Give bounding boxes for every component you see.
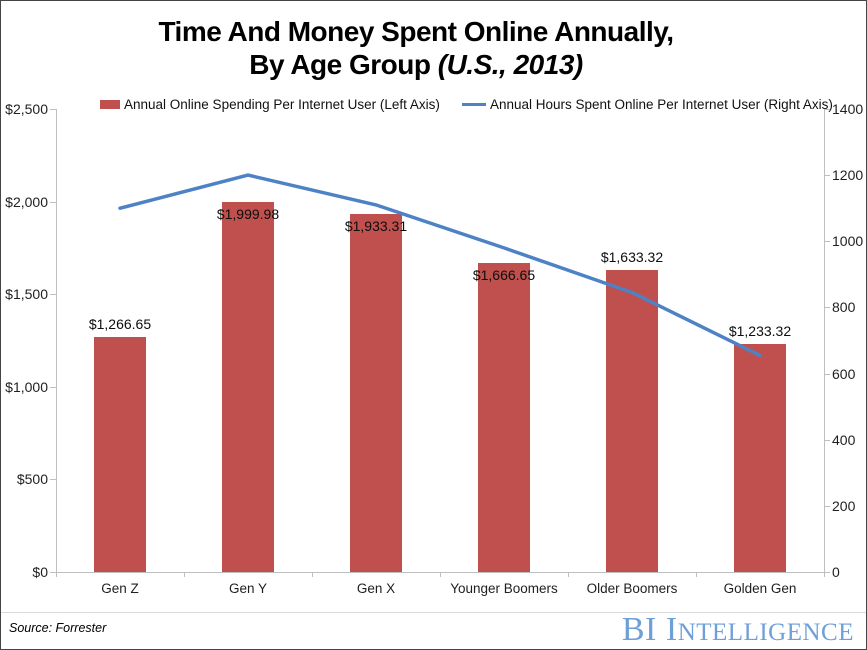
y-axis-right-tick xyxy=(824,373,830,375)
y-axis-right-tick xyxy=(824,505,830,507)
bar-value-label: $1,266.65 xyxy=(88,316,152,333)
y-axis-right-tick xyxy=(824,572,830,573)
bar-younger-boomers xyxy=(478,263,530,572)
x-axis-boundary-tick xyxy=(440,572,441,577)
x-axis-category-label: Gen Y xyxy=(228,581,268,596)
y-axis-right-tick xyxy=(824,175,830,177)
x-axis-boundary-tick xyxy=(56,572,57,577)
x-axis-boundary-tick xyxy=(312,572,313,577)
y-axis-right-tick-label: 200 xyxy=(832,497,856,514)
line-series-swatch-icon xyxy=(461,102,486,106)
y-axis-left-tick-label: $0 xyxy=(32,564,48,580)
legend-item-hours: Annual Hours Spent Online Per Internet U… xyxy=(461,96,833,112)
y-axis-right-tick xyxy=(824,109,830,110)
y-axis-right-tick-label: 0 xyxy=(832,564,840,580)
x-axis-boundary-tick xyxy=(824,572,825,577)
bar-value-label: $1,999.98 xyxy=(216,205,280,222)
y-axis-left-tick-label: $1,000 xyxy=(5,378,48,395)
x-axis-category-label: Golden Gen xyxy=(723,581,797,596)
chart-title-subtitle: (U.S., 2013) xyxy=(437,49,583,80)
y-axis-left-tick xyxy=(50,386,56,388)
y-axis-right-tick xyxy=(824,307,830,309)
x-axis-category-label: Gen Z xyxy=(101,581,139,596)
legend-item-spending: Annual Online Spending Per Internet User… xyxy=(100,97,440,112)
hours-line-path xyxy=(118,173,762,358)
bar-value-label: $1,233.32 xyxy=(728,322,792,339)
bar-value-label: $1,933.31 xyxy=(344,217,408,234)
y-axis-right-tick-label: 800 xyxy=(832,299,856,316)
y-axis-left-tick xyxy=(50,294,56,296)
legend: Annual Online Spending Per Internet User… xyxy=(100,95,833,113)
bar-value-label: $1,633.32 xyxy=(600,248,664,265)
bar-gen-z xyxy=(94,337,146,572)
bi-intelligence-logo: BI INTELLIGENCE xyxy=(621,611,854,648)
x-axis-boundary-tick xyxy=(184,572,185,577)
x-axis-category-label: Gen X xyxy=(356,581,396,596)
bar-series-swatch-icon xyxy=(100,99,120,109)
chart-title-line1: Time And Money Spent Online Annually, xyxy=(158,16,674,47)
chart-title-line2: By Age Group (U.S., 2013) xyxy=(249,49,583,80)
y-axis-right-tick-label: 1000 xyxy=(832,233,864,250)
x-axis-category-label: Younger Boomers xyxy=(450,581,558,596)
y-axis-left-tick xyxy=(50,201,56,203)
x-axis-category-label: Older Boomers xyxy=(586,581,678,596)
y-axis-left-tick xyxy=(50,572,56,573)
y-axis-left-tick xyxy=(50,479,56,481)
y-axis-left-tick-label: $2,500 xyxy=(5,101,48,117)
legend-label-hours: Annual Hours Spent Online Per Internet U… xyxy=(489,96,833,112)
footer-divider xyxy=(1,612,866,613)
y-axis-left-tick-label: $1,500 xyxy=(5,286,48,303)
bar-older-boomers xyxy=(606,269,658,572)
x-axis-boundary-tick xyxy=(568,572,569,577)
y-axis-right-spine xyxy=(824,109,825,572)
y-axis-left-tick xyxy=(50,109,56,110)
y-axis-right-tick xyxy=(824,439,830,441)
y-axis-right-tick-label: 1200 xyxy=(832,167,864,184)
legend-label-spending: Annual Online Spending Per Internet User… xyxy=(124,96,440,112)
x-axis-boundary-tick xyxy=(696,572,697,577)
y-axis-right-tick xyxy=(824,241,830,243)
y-axis-right-tick-label: 600 xyxy=(832,365,856,382)
chart-title: Time And Money Spent Online Annually, By… xyxy=(1,15,831,81)
y-axis-left-tick-label: $500 xyxy=(16,471,48,488)
y-axis-left-tick-label: $2,000 xyxy=(5,193,48,210)
bar-gen-x xyxy=(350,213,402,572)
source-note: Source: Forrester xyxy=(9,621,107,635)
bar-golden-gen xyxy=(734,343,786,572)
y-axis-right-tick-label: 400 xyxy=(832,431,856,448)
hours-line-series xyxy=(118,173,762,358)
bar-gen-y xyxy=(222,201,274,572)
y-axis-right-tick-label: 1400 xyxy=(832,101,864,117)
bar-value-label: $1,666.65 xyxy=(472,267,536,284)
y-axis-left-spine xyxy=(56,109,57,572)
